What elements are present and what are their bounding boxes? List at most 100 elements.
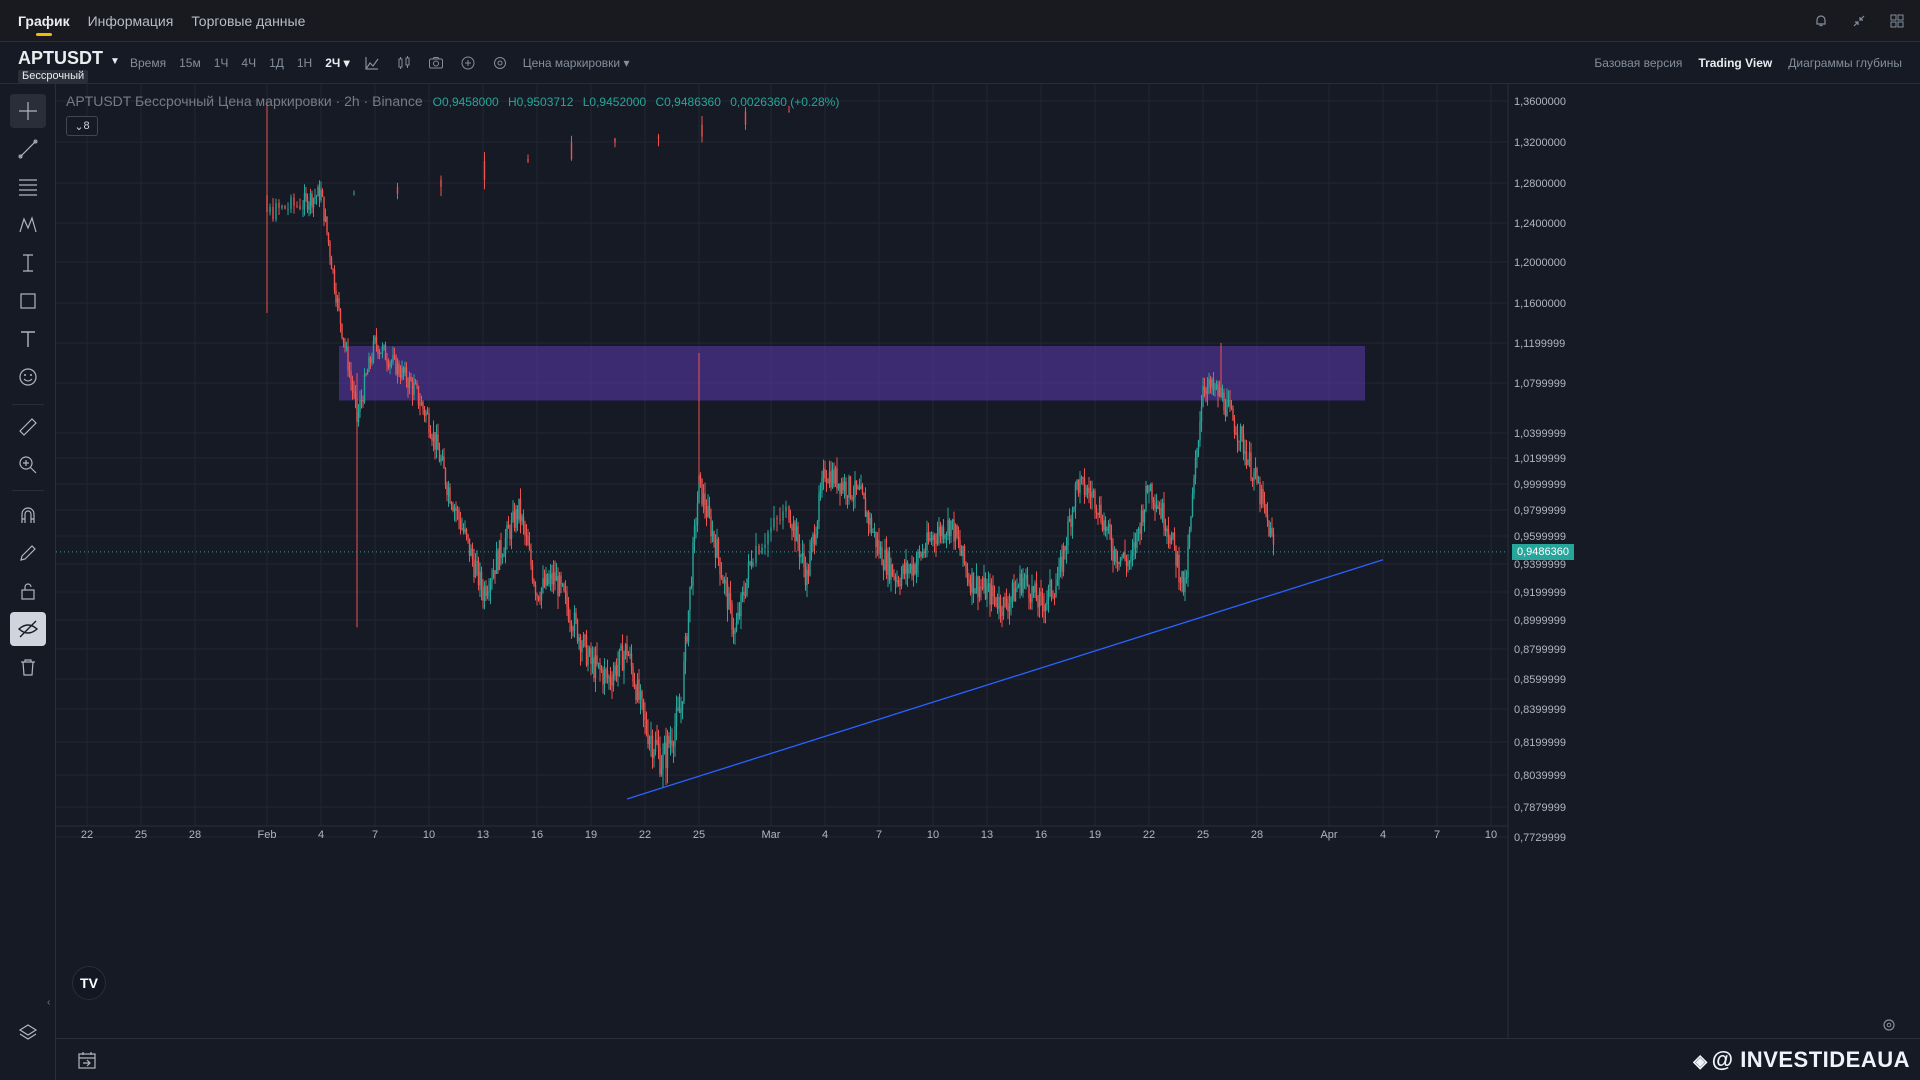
candle-body	[537, 596, 540, 600]
candle-body	[615, 665, 618, 676]
candle-body	[1232, 408, 1234, 421]
indicators-icon[interactable]	[363, 54, 381, 72]
goto-date-icon[interactable]	[76, 1049, 98, 1071]
fib-lines-icon[interactable]	[10, 170, 46, 204]
candle-body	[600, 669, 603, 671]
collapse-arrow-icon[interactable]: ‹	[47, 997, 51, 1008]
candle-body	[1056, 579, 1059, 586]
hide-drawings-icon[interactable]	[10, 612, 46, 646]
candle-body	[1254, 468, 1257, 473]
lock-icon[interactable]	[10, 574, 46, 608]
price-chart[interactable]: 1,3600000 1,3200000 1,2800000 1,2400000 1,20…	[56, 84, 1920, 1080]
ruler-icon[interactable]	[10, 410, 46, 444]
candle-body	[1157, 505, 1159, 510]
interval-4h[interactable]: 4Ч	[241, 55, 257, 70]
candle-body	[1029, 598, 1032, 603]
indicators-toggle[interactable]: ⌄ 8	[66, 116, 98, 136]
text-tool-icon[interactable]	[10, 322, 46, 356]
interval-1d[interactable]: 1Д	[269, 55, 284, 70]
candle-body	[1227, 400, 1230, 402]
candle-body	[404, 367, 406, 374]
candle-body	[359, 399, 361, 412]
candle-body	[980, 586, 982, 588]
interval-1h[interactable]: 1Ч	[213, 55, 229, 70]
magnet-icon[interactable]	[10, 498, 46, 532]
candle-body	[327, 232, 330, 243]
candle-body	[833, 469, 835, 484]
candle-body	[834, 468, 837, 484]
candle-body	[632, 666, 634, 682]
candle-body	[638, 679, 640, 700]
candle-body	[953, 519, 955, 542]
price-type-select[interactable]: Цена маркировки ▾	[522, 55, 630, 70]
candle-body	[1005, 599, 1008, 607]
symbol-selector[interactable]: APTUSDT ▼ Бессрочный	[0, 42, 130, 84]
view-depth-chart[interactable]: Диаграммы глубины	[1788, 56, 1902, 70]
interval-15m[interactable]: 15м	[179, 55, 201, 70]
candle-body	[1041, 596, 1044, 605]
candle-body	[614, 665, 616, 675]
view-trading-view[interactable]: Trading View	[1698, 56, 1773, 70]
candle-body	[1064, 546, 1066, 551]
candle-body	[398, 363, 400, 374]
gear-icon[interactable]	[1880, 1016, 1898, 1034]
candle-body	[747, 562, 750, 579]
tab-trading-data[interactable]: Торговые данные	[191, 12, 306, 29]
tab-info[interactable]: Информация	[87, 12, 174, 29]
candle-body	[795, 526, 798, 542]
candle-body	[864, 498, 867, 517]
candle-body	[402, 367, 405, 374]
trash-icon[interactable]	[10, 650, 46, 684]
candle-body	[1025, 574, 1027, 578]
layers-icon[interactable]	[16, 1020, 40, 1044]
layout-grid-icon[interactable]	[1888, 12, 1906, 30]
candle-body	[360, 399, 363, 401]
last-price-label: 0,9486360	[1512, 543, 1574, 560]
zoom-in-icon[interactable]	[10, 448, 46, 482]
emoji-tool-icon[interactable]	[10, 360, 46, 394]
time-label[interactable]: Время	[130, 55, 167, 70]
candle-body	[804, 566, 807, 586]
shape-tool-icon[interactable]	[10, 284, 46, 318]
interval-2h[interactable]: 2Ч ▾	[325, 55, 350, 70]
x-tick-label: 25	[693, 829, 705, 841]
candle-body	[878, 540, 880, 554]
settings-icon[interactable]	[491, 54, 509, 72]
candle-body	[1184, 578, 1186, 592]
candle-body	[954, 525, 957, 542]
candle-body	[1215, 384, 1218, 388]
collapse-icon[interactable]	[1850, 12, 1868, 30]
candle-body	[996, 605, 999, 609]
tab-chart[interactable]: График	[18, 0, 70, 42]
tradingview-logo[interactable]: TV	[72, 966, 106, 1000]
candle-body	[1106, 527, 1108, 532]
interval-1w[interactable]: 1Н	[296, 55, 313, 70]
candle-body	[863, 492, 865, 499]
candle-body	[993, 595, 996, 598]
camera-icon[interactable]	[427, 54, 445, 72]
caret-down-icon: ▼	[110, 55, 120, 67]
bell-icon[interactable]	[1812, 12, 1830, 30]
crosshair-icon[interactable]	[10, 94, 46, 128]
candle-body	[441, 456, 444, 460]
pattern-tool-icon[interactable]	[10, 208, 46, 242]
chart-area[interactable]: 1,3600000 1,3200000 1,2800000 1,2400000 1,20…	[56, 84, 1920, 1080]
candle-body	[701, 124, 703, 137]
pencil-lock-icon[interactable]	[10, 536, 46, 570]
candle-body	[752, 562, 754, 566]
trendline-tool-icon[interactable]	[10, 132, 46, 166]
candle-body	[911, 564, 913, 576]
chart-type-icon[interactable]	[395, 54, 413, 72]
candle-body	[1194, 458, 1197, 479]
x-tick-label: 25	[135, 829, 147, 841]
candle-body	[936, 534, 939, 544]
candle-body	[744, 594, 747, 596]
candle-body	[966, 568, 969, 580]
candle-body	[731, 603, 733, 630]
projection-tool-icon[interactable]	[10, 246, 46, 280]
candle-body	[1133, 542, 1135, 550]
view-basic[interactable]: Базовая версия	[1594, 56, 1683, 70]
add-icon[interactable]	[459, 54, 477, 72]
candle-body	[815, 534, 817, 545]
candle-body	[812, 534, 814, 542]
